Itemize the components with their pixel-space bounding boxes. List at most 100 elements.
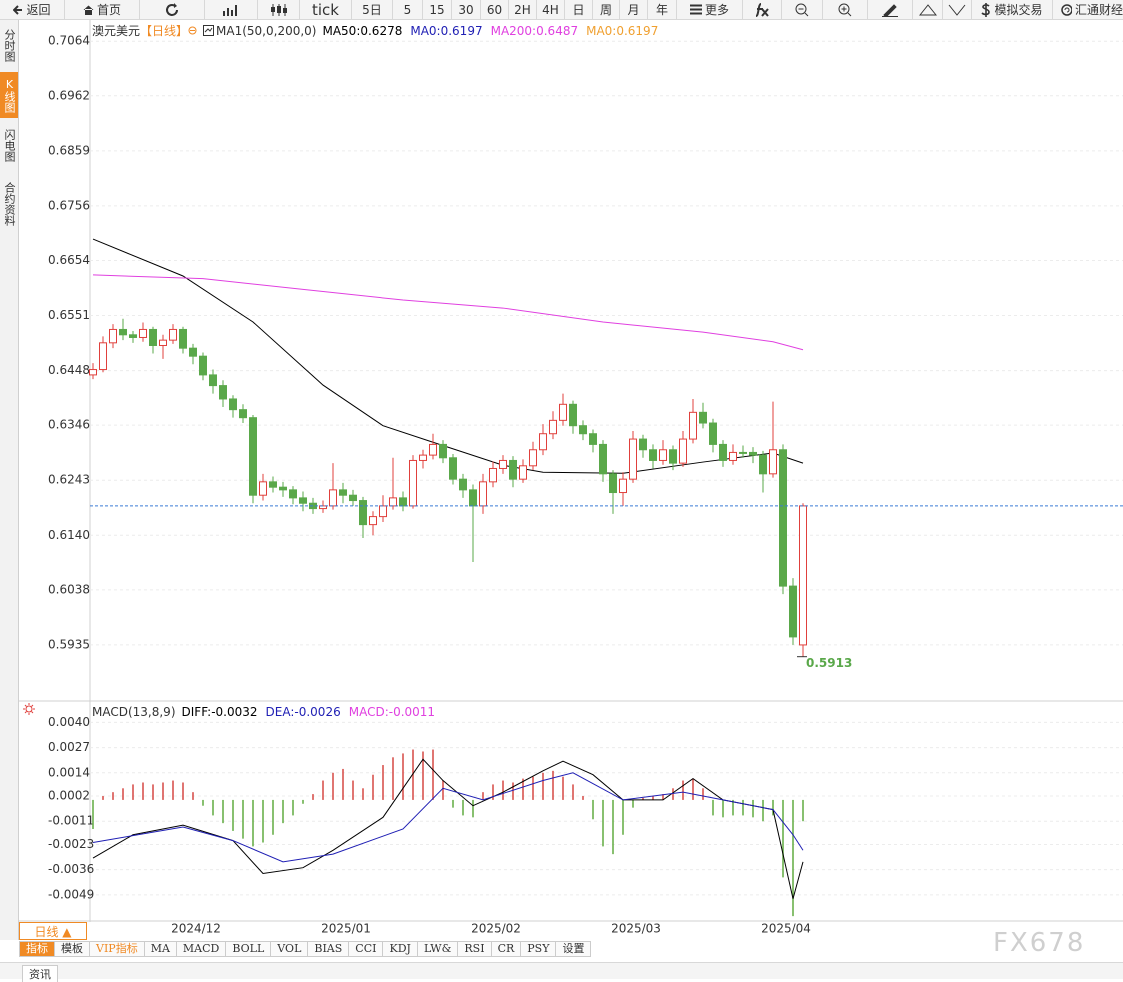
candle-body (329, 489, 337, 507)
formula-button[interactable] (743, 0, 782, 19)
period-button[interactable]: 日 (565, 0, 593, 19)
label: 返回 (26, 3, 51, 17)
draw-button[interactable] (868, 0, 913, 19)
y-tick-label: 0.5935 (48, 637, 90, 651)
period-label: 【日线】 (140, 24, 189, 38)
candle-body (429, 443, 437, 456)
fx678-button[interactable]: 汇通财经 (1053, 0, 1123, 19)
period-selector[interactable]: 日线 ▲ (19, 922, 87, 940)
candle-body (699, 411, 707, 424)
candle-body (509, 459, 517, 480)
candle-body (739, 451, 747, 454)
settings-icon[interactable] (188, 26, 197, 35)
candle-body (269, 481, 277, 488)
triangle-down-button[interactable] (943, 0, 972, 19)
candle-body (249, 417, 257, 496)
y-tick-label: 0.6654 (48, 253, 90, 267)
indicator-tab[interactable]: CCI (349, 941, 384, 957)
indicator-tab[interactable]: MA (144, 941, 177, 957)
candle-body (379, 505, 387, 518)
icon (838, 3, 852, 16)
candle-body (529, 449, 537, 467)
indicator-icon[interactable] (203, 25, 215, 36)
indicator-line (92, 274, 804, 351)
period-button[interactable]: 5 (393, 0, 423, 19)
indicator-tab[interactable]: CR (491, 941, 522, 957)
candle-button[interactable] (258, 0, 300, 19)
y-tick-label: 0.0027 (48, 740, 90, 754)
indicator-tab[interactable]: BOLL (226, 941, 272, 957)
zoom-out-button[interactable] (782, 0, 823, 19)
candle-body (779, 449, 787, 587)
candle-body (799, 505, 807, 646)
y-tick-label: 0.6859 (48, 143, 90, 157)
home-button[interactable]: 首页 (65, 0, 140, 19)
bar-chart-button[interactable] (205, 0, 258, 19)
candle-body (499, 459, 507, 469)
indicator-tab[interactable]: 指标 (19, 941, 55, 957)
refresh-button[interactable] (140, 0, 205, 19)
sidebar-tab[interactable]: 分时图 (3, 28, 16, 62)
period-button[interactable]: 4H (537, 0, 565, 19)
sidebar-tab[interactable]: 合约资料 (3, 182, 16, 226)
back-button[interactable]: 返回 (0, 0, 65, 19)
candle-body (789, 585, 797, 638)
footer-tab[interactable]: 资讯 (22, 965, 58, 982)
candle-body (159, 339, 167, 346)
x-tick-label: 2024/12 (171, 922, 221, 936)
sim-trade-button[interactable]: 模拟交易 (972, 0, 1053, 19)
indicator-tab[interactable]: 设置 (556, 941, 592, 957)
more-button[interactable]: 更多 (677, 0, 743, 19)
icon (918, 3, 937, 15)
legend-item: MA0:0.6197 (410, 23, 483, 38)
legend-item: DIFF:-0.0032 (181, 705, 258, 719)
legend-item: MACD:-0.0011 (348, 705, 436, 719)
label: 首页 (96, 3, 121, 17)
indicator-tab[interactable]: VIP指标 (90, 941, 145, 957)
tick-button[interactable]: tick (300, 0, 352, 19)
y-tick-label: -0.0049 (48, 887, 94, 901)
indicator-line (92, 758, 804, 899)
candle-body (759, 454, 767, 475)
indicator-tab[interactable]: 模板 (55, 941, 90, 957)
candle-body (659, 449, 667, 461)
indicator-tabs: 指标 模板 VIP指标 MA MACD BOLL VOL BIAS CCI KDJ LW& RSI CR… (19, 941, 592, 957)
y-tick-label: 0.6962 (48, 88, 90, 102)
candle-body (539, 433, 547, 451)
indicator-tab[interactable]: MACD (176, 941, 227, 957)
icon (223, 4, 237, 16)
period-button[interactable]: 60 (481, 0, 509, 19)
period-button[interactable]: 年 (648, 0, 677, 19)
candle-body (209, 374, 217, 387)
period-button[interactable]: 月 (620, 0, 648, 19)
x-tick-label: 2025/02 (471, 922, 521, 936)
label: 汇通财经 (1074, 3, 1123, 17)
indicator-tab[interactable]: BIAS (308, 941, 350, 957)
zoom-in-button[interactable] (823, 0, 868, 19)
indicator-tab[interactable]: RSI (458, 941, 492, 957)
y-tick-label: 0.6756 (48, 198, 90, 212)
indicator-tab[interactable]: PSY (521, 941, 557, 957)
label: 更多 (704, 3, 729, 17)
candle-body (549, 419, 557, 435)
indicator-line (92, 238, 804, 474)
candle-body (749, 451, 757, 456)
sidebar-tab[interactable]: K线图 (0, 72, 18, 118)
indicator-tab[interactable]: VOL (271, 941, 309, 957)
indicator-tab[interactable]: LW& (417, 941, 459, 957)
candle-body (139, 328, 147, 338)
period-button[interactable]: 2H (509, 0, 537, 19)
period-button[interactable]: 5日 (352, 0, 393, 19)
icon (755, 2, 769, 17)
period-button[interactable]: 30 (452, 0, 481, 19)
indicator-tab[interactable]: KDJ (383, 941, 418, 957)
triangle-up-button[interactable] (913, 0, 943, 19)
period-button[interactable]: 周 (593, 0, 620, 19)
settings-icon[interactable] (23, 703, 35, 715)
label: 模拟交易 (994, 3, 1043, 17)
candle-body (619, 478, 627, 494)
period-button[interactable]: 15 (423, 0, 452, 19)
sidebar-tab[interactable]: 闪电图 (3, 128, 16, 162)
y-tick-label: -0.0036 (48, 862, 94, 876)
